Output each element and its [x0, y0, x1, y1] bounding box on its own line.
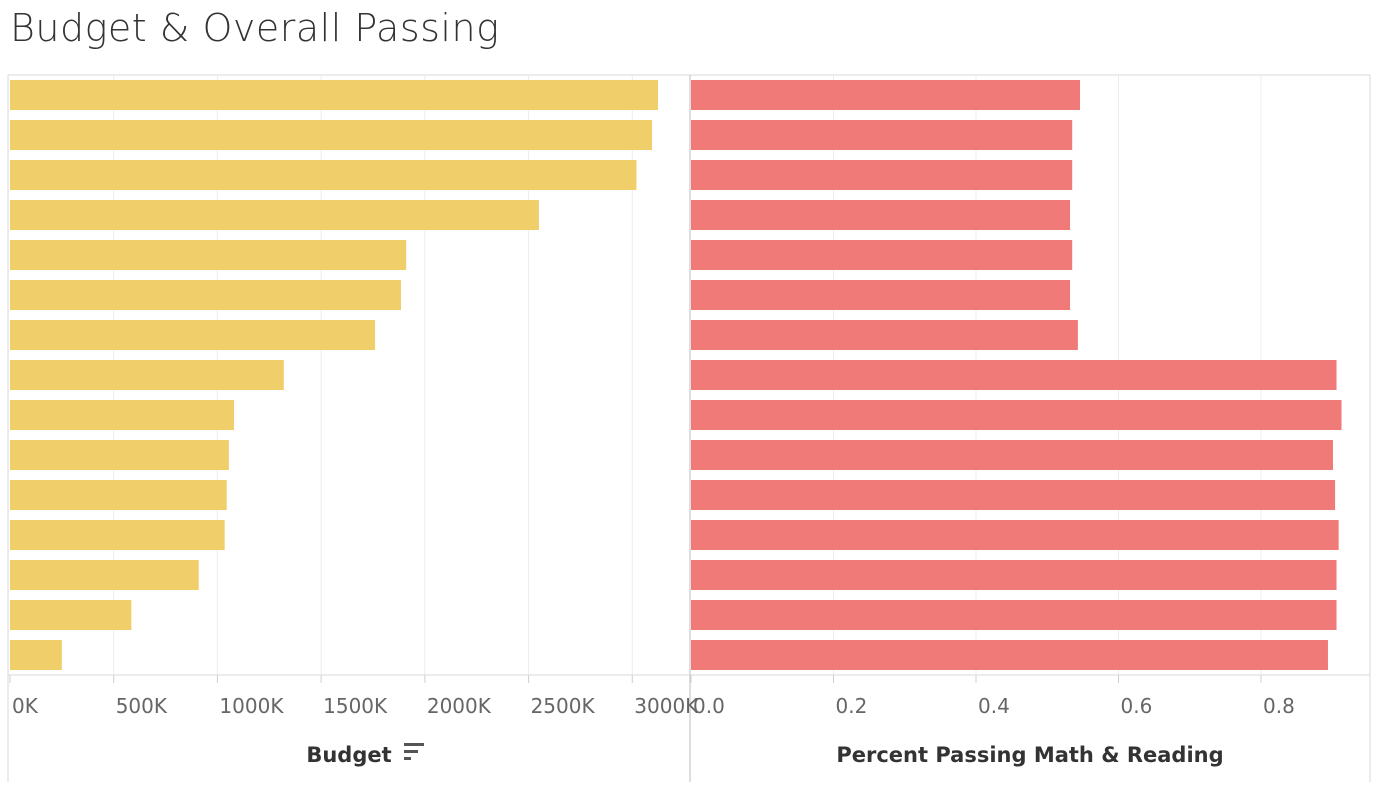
- tick-label: 0.4: [978, 694, 1010, 718]
- chart-frame: [7, 74, 1371, 782]
- bar: [10, 640, 62, 670]
- chart-title: Budget & Overall Passing: [10, 6, 500, 50]
- bar: [691, 480, 1336, 510]
- bar: [691, 600, 1337, 630]
- bar: [10, 320, 376, 350]
- bar: [10, 600, 132, 630]
- bar: [10, 520, 225, 550]
- sort-descending-icon: [404, 743, 424, 760]
- bar: [691, 560, 1337, 590]
- tick-label: 0.2: [836, 694, 868, 718]
- bar: [691, 440, 1333, 470]
- bar: [691, 160, 1073, 190]
- sort-icon-line: [404, 757, 411, 760]
- tick-label: 0.0: [693, 694, 725, 718]
- tick-label: 1500K: [323, 694, 388, 718]
- bar: [691, 240, 1073, 270]
- bar: [691, 120, 1073, 150]
- bars: [10, 80, 1342, 670]
- bar: [10, 440, 229, 470]
- bar: [10, 400, 235, 430]
- tick-label: 0.8: [1263, 694, 1295, 718]
- sort-icon-line: [404, 743, 424, 746]
- tick-label: 3000K: [634, 694, 699, 718]
- bar: [10, 560, 199, 590]
- tick-label: 0K: [12, 694, 39, 718]
- tick-label: 500K: [116, 694, 168, 718]
- bar: [691, 80, 1081, 110]
- bar: [691, 200, 1071, 230]
- axis-titles: Budget Percent Passing Math & Reading: [306, 743, 1224, 767]
- bar: [10, 120, 652, 150]
- bar: [10, 160, 637, 190]
- bar: [10, 480, 227, 510]
- bar: [691, 320, 1078, 350]
- bar: [691, 400, 1342, 430]
- bar: [691, 360, 1337, 390]
- tick-label: 0.6: [1121, 694, 1153, 718]
- x-axis-title-budget: Budget: [306, 743, 391, 767]
- bar: [10, 280, 401, 310]
- bar: [10, 360, 284, 390]
- tick-label: 1000K: [219, 694, 284, 718]
- bar: [10, 200, 539, 230]
- sort-icon-line: [404, 750, 418, 753]
- bar: [691, 280, 1071, 310]
- bar: [691, 640, 1328, 670]
- tick-label: 2000K: [427, 694, 492, 718]
- tick-label: 2500K: [531, 694, 596, 718]
- x-axis-title-percent: Percent Passing Math & Reading: [836, 743, 1223, 767]
- bar: [691, 520, 1339, 550]
- bar: [10, 240, 407, 270]
- bar: [10, 80, 658, 110]
